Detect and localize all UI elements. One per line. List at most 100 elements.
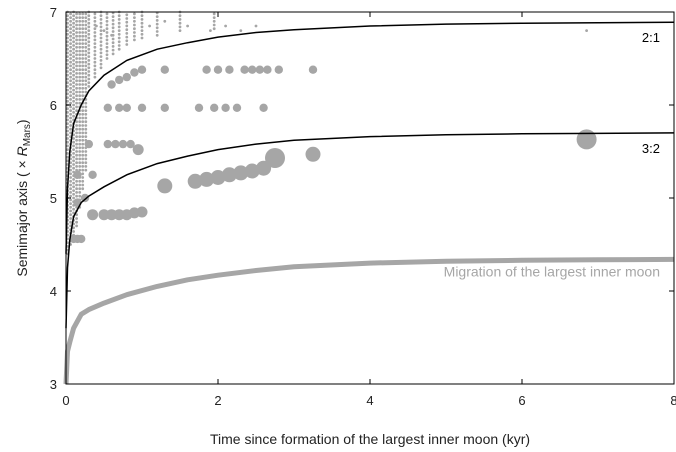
moon-dot <box>125 28 129 32</box>
moon-dot <box>81 34 85 38</box>
dense-moon-columns <box>66 10 216 256</box>
moon-dot <box>78 127 82 131</box>
moon-dot <box>81 157 85 161</box>
moon-dot <box>81 168 85 172</box>
moon-dot <box>69 72 72 75</box>
moon-dot <box>105 23 109 27</box>
moon-dot <box>69 194 72 198</box>
moon-dot <box>69 172 72 176</box>
moon-dot <box>93 31 97 34</box>
moon-dot <box>81 146 85 150</box>
moon-dot <box>93 72 97 75</box>
moon-dot <box>66 140 69 144</box>
moon-marker <box>163 19 167 23</box>
moon-dot <box>155 15 159 18</box>
moon-dot <box>75 150 78 153</box>
moon-dot <box>72 55 75 58</box>
moon-markers <box>69 19 597 244</box>
moon-dot <box>84 86 88 90</box>
moon-dot <box>72 25 75 29</box>
moon-marker <box>98 209 110 221</box>
moon-dot <box>78 120 82 124</box>
moon-dot <box>66 122 69 125</box>
moon-marker <box>118 139 128 149</box>
moon-dot <box>66 137 69 140</box>
moon-dot <box>84 38 88 42</box>
moon-marker <box>160 65 169 74</box>
moon-dot <box>69 53 72 57</box>
moon-dot <box>81 49 85 53</box>
moon-dot <box>66 51 69 55</box>
moon-marker <box>84 139 94 149</box>
moon-dot <box>99 51 103 55</box>
moon-dot <box>111 22 115 26</box>
moon-dot <box>125 24 129 28</box>
moon-dot <box>84 120 88 124</box>
moon-dot <box>72 163 75 166</box>
moon-dot <box>66 144 69 148</box>
moon-dot <box>81 94 85 98</box>
moon-dot <box>81 83 85 86</box>
moon-dot <box>93 64 97 68</box>
moon-dot <box>117 47 121 51</box>
moon-marker <box>106 209 118 221</box>
moon-dot <box>72 114 75 118</box>
moon-dot <box>78 183 82 187</box>
moon-dot <box>99 14 103 18</box>
moon-dot <box>75 98 78 101</box>
moon-dot <box>81 172 85 176</box>
moon-dot <box>212 12 216 16</box>
moon-dot <box>75 72 78 75</box>
moon-dot <box>93 12 97 16</box>
moon-dot <box>72 96 75 99</box>
moon-dot <box>72 148 75 152</box>
moon-dot <box>72 81 75 85</box>
moon-marker <box>87 209 99 221</box>
moon-dot <box>78 146 82 150</box>
moon-dot <box>72 59 75 62</box>
moon-dot <box>69 187 72 191</box>
moon-marker <box>221 103 230 113</box>
moon-dot <box>84 49 88 53</box>
moon-dot <box>66 148 69 152</box>
moon-dot <box>66 96 69 99</box>
moon-dot <box>78 135 82 139</box>
moon-dot <box>111 45 115 48</box>
moon-dot <box>75 49 78 53</box>
moon-dot <box>66 18 69 21</box>
moon-dot <box>81 105 85 109</box>
moon-dot <box>93 45 97 49</box>
moon-marker <box>248 65 257 74</box>
moon-marker <box>126 139 135 149</box>
moon-dot <box>78 98 82 101</box>
y-tick-label: 7 <box>50 5 57 20</box>
moon-dot <box>84 116 88 120</box>
moon-dot <box>69 12 72 16</box>
moon-dot <box>117 36 121 40</box>
moon-dot <box>66 44 69 47</box>
moon-marker <box>256 160 272 176</box>
moon-marker <box>225 65 234 74</box>
moon-dot <box>72 181 75 185</box>
moon-dot <box>125 13 129 17</box>
moon-marker <box>103 139 113 149</box>
moon-dot <box>87 55 91 58</box>
moon-marker <box>186 24 190 28</box>
moon-dot <box>125 39 129 43</box>
moon-dot <box>72 211 75 215</box>
moon-dot <box>72 21 75 25</box>
moon-marker <box>232 103 242 113</box>
y-axis-label: Semimajor axis ( × RMars) <box>14 119 33 276</box>
moon-dot <box>105 16 109 19</box>
moon-dot <box>72 155 75 159</box>
moon-dot <box>69 101 72 105</box>
moon-dot <box>111 37 115 41</box>
moon-dot <box>69 205 72 209</box>
moon-dot <box>78 57 82 60</box>
moon-dot <box>69 213 72 217</box>
moon-dot <box>84 90 88 94</box>
moon-dot <box>66 99 69 103</box>
moon-dot <box>125 35 129 39</box>
resonance-label: 3:2 <box>642 141 660 156</box>
moon-dot <box>155 30 159 33</box>
